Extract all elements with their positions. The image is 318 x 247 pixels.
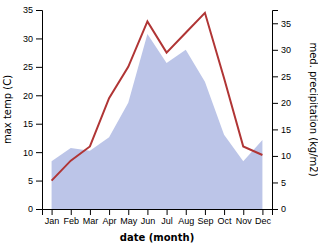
tick-mark (36, 38, 42, 39)
tick-label: Jun (141, 216, 156, 226)
tick-label: 30 (23, 34, 33, 44)
axis-line (36, 11, 43, 210)
tick-mark (272, 76, 278, 77)
tick: 0 (28, 204, 42, 214)
tick: 25 (23, 62, 42, 72)
tick-label: Aug (178, 216, 194, 226)
tick: Oct (218, 209, 233, 226)
tick-mark (90, 209, 91, 215)
tick-mark (272, 50, 278, 51)
tick: Jul (161, 209, 173, 226)
tick: Jun (141, 209, 156, 226)
tick-label: 15 (23, 119, 33, 129)
tick-label: Feb (63, 216, 79, 226)
tick-label: Apr (103, 216, 117, 226)
x-axis: JanFeb Mar AprMayJun Jul AugSep OctNovDec (43, 209, 273, 226)
tick-label: 10 (281, 151, 291, 161)
tick: Dec (255, 209, 272, 226)
tick: 10 (23, 148, 42, 158)
tick: 30 (272, 45, 291, 55)
tick-label: Mar (83, 216, 99, 226)
tick-label: Oct (218, 216, 233, 226)
chart: JanFeb Mar AprMayJun Jul AugSep OctNovDec 0 5 10… (0, 0, 318, 247)
tick-mark (36, 124, 42, 125)
tick: Feb (63, 209, 79, 226)
tick-label: 10 (23, 148, 33, 158)
tick-label: 20 (281, 98, 291, 108)
tick-label: 25 (23, 62, 33, 72)
tick-mark (272, 209, 278, 210)
tick-label: 0 (28, 204, 33, 214)
tick-label: 5 (281, 178, 286, 188)
tick: 0 (272, 204, 286, 214)
tick-mark (36, 95, 42, 96)
tick: 25 (272, 72, 291, 82)
y-axis-title: max temp (C) (2, 75, 13, 144)
tick-label: 35 (281, 19, 291, 29)
line (52, 13, 263, 181)
tick-mark (272, 103, 278, 104)
tick-label: Jan (45, 216, 60, 226)
area (52, 34, 263, 209)
tick: 35 (23, 5, 42, 15)
tick-label: Jul (161, 216, 173, 226)
tick: 5 (28, 176, 42, 186)
tick-mark (243, 209, 244, 215)
tick: 35 (272, 19, 291, 29)
tick-mark (36, 67, 42, 68)
tick-label: Sep (197, 216, 213, 226)
tick-mark (272, 156, 278, 157)
tick-mark (186, 209, 187, 215)
tick-label: Dec (255, 216, 272, 226)
y2-axis: 0 5 10 15 20 25 30 35 (272, 11, 291, 215)
marks (52, 13, 263, 209)
tick-label: Nov (236, 216, 253, 226)
axis-line (43, 210, 273, 216)
tick-mark (71, 209, 72, 215)
tick-label: May (120, 216, 138, 226)
tick-mark (272, 23, 278, 24)
tick-label: 20 (23, 91, 33, 101)
tick-mark (36, 152, 42, 153)
tick-mark (109, 209, 110, 215)
tick-mark (36, 209, 42, 210)
tick-mark (52, 209, 53, 215)
tick-mark (36, 10, 42, 11)
y-axis: 0 5 10 15 20 25 30 35 (23, 5, 43, 214)
tick: Nov (236, 209, 253, 226)
tick: 20 (23, 91, 42, 101)
tick-mark (36, 181, 42, 182)
axis-line (273, 11, 279, 210)
tick-label: 5 (28, 176, 33, 186)
tick: 20 (272, 98, 291, 108)
tick: Aug (178, 209, 194, 226)
tick: 15 (23, 119, 42, 129)
tick-mark (205, 209, 206, 215)
x-axis-title: date (month) (120, 232, 194, 243)
tick-label: 15 (281, 125, 291, 135)
tick: 15 (272, 125, 291, 135)
tick: 30 (23, 34, 42, 44)
plot: JanFeb Mar AprMayJun Jul AugSep OctNovDec 0 5 10… (23, 5, 291, 226)
tick-mark (167, 209, 168, 215)
tick-mark (272, 182, 278, 183)
tick-mark (272, 129, 278, 130)
tick: Apr (103, 209, 117, 226)
tick-label: 25 (281, 72, 291, 82)
tick-label: 0 (281, 204, 286, 214)
tick-mark (128, 209, 129, 215)
tick: May (120, 209, 138, 226)
tick: Sep (197, 209, 213, 226)
tick: 5 (272, 178, 286, 188)
tick-mark (262, 209, 263, 215)
tick-mark (224, 209, 225, 215)
y2-axis-title: med. precipitation (kg/m2) (308, 42, 318, 176)
tick-label: 35 (23, 5, 33, 15)
tick-label: 30 (281, 45, 291, 55)
tick: Jan (45, 209, 60, 226)
tick-mark (147, 209, 148, 215)
tick: Mar (83, 209, 99, 226)
tick: 10 (272, 151, 291, 161)
